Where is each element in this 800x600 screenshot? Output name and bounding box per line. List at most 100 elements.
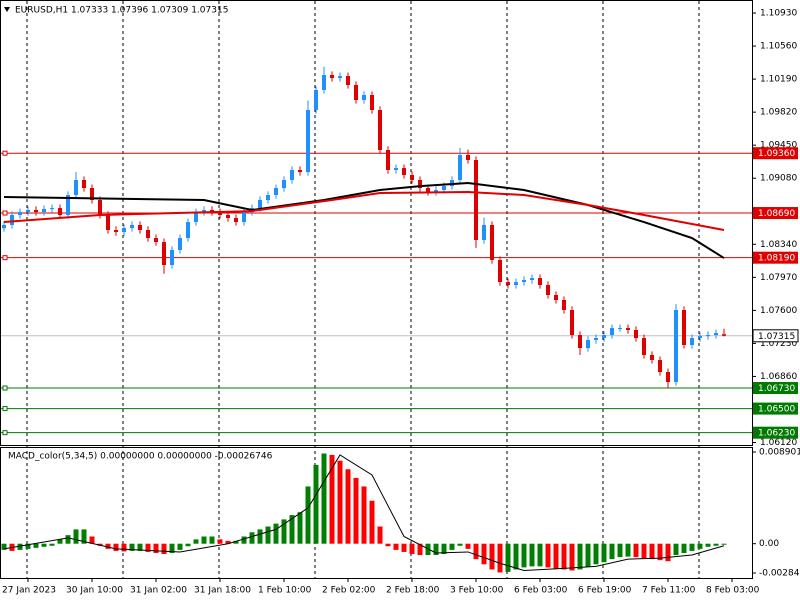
candle-body (458, 155, 462, 180)
candle-body (442, 186, 446, 190)
macd-bar (241, 536, 247, 544)
candle-body (26, 210, 30, 213)
candle-body (474, 160, 478, 240)
macd-bar (609, 543, 615, 560)
candle-body (698, 336, 702, 339)
macd-bar (33, 543, 39, 548)
macd-bar (49, 543, 55, 546)
macd-bar (521, 543, 527, 568)
level-label-box (753, 147, 798, 160)
macd-bar (153, 543, 159, 553)
macd-bar (177, 543, 183, 550)
macd-bar (361, 486, 367, 544)
candle-body (282, 180, 286, 189)
macd-bar (697, 543, 703, 549)
macd-bar (249, 532, 255, 544)
candle-body (682, 310, 686, 345)
macd-bar (193, 539, 199, 544)
candle-body (154, 238, 158, 243)
macd-bar (657, 543, 663, 561)
macd-bar (17, 543, 23, 550)
level-label: 1.08190 (758, 254, 795, 264)
level-label: 1.06730 (758, 384, 795, 394)
candle-body (690, 338, 694, 345)
macd-bar (409, 543, 415, 555)
candle-body (402, 168, 406, 175)
candle-body (170, 250, 174, 265)
macd-bar (145, 543, 151, 552)
candle-body (322, 75, 326, 90)
candle-body (546, 285, 550, 295)
candle-body (10, 215, 14, 225)
signal-line (3, 454, 725, 571)
x-tick-label: 2 Feb 02:00 (322, 586, 376, 596)
candle-body (602, 335, 606, 339)
candle-body (74, 180, 78, 195)
macd-bar (129, 543, 135, 551)
candle-body (666, 372, 670, 383)
current-price-box (752, 329, 799, 343)
candle-body (34, 210, 38, 213)
candle-body (178, 238, 182, 250)
candle-body (394, 168, 398, 170)
price-frame (0, 0, 753, 446)
price-title: EURUSD,H1 1.07333 1.07396 1.07309 1.0731… (15, 6, 228, 16)
collapse-icon[interactable] (4, 7, 10, 12)
candle-body (530, 278, 534, 280)
macd-bar (257, 529, 263, 544)
candle-body (610, 328, 614, 335)
candle-body (114, 230, 118, 233)
macd-bar (601, 543, 607, 563)
candle-body (498, 260, 502, 283)
y-tick-label: 1.06860 (760, 372, 797, 382)
candle-body (66, 195, 70, 215)
macd-bar (25, 543, 31, 549)
macd-bar (505, 543, 511, 572)
macd-bar (593, 543, 599, 565)
macd-bar (393, 543, 399, 550)
y-tick-label: 1.07230 (760, 339, 797, 349)
macd-bar (673, 543, 679, 556)
y-tick-label: 1.10930 (760, 9, 797, 19)
x-tick-label: 30 Jan 10:00 (66, 586, 123, 596)
x-tick-label: 7 Feb 11:00 (642, 586, 696, 596)
candle-body (194, 212, 198, 223)
macd-bar (497, 543, 503, 573)
candle-body (450, 180, 454, 187)
macd-bar (553, 543, 559, 569)
moving-average (3, 182, 725, 259)
x-tick-label: 31 Jan 18:00 (194, 586, 251, 596)
macd-bar (417, 543, 423, 556)
candle-body (82, 180, 86, 189)
macd-bar (113, 543, 119, 551)
macd-bar (681, 543, 687, 553)
macd-bar (641, 543, 647, 559)
candle-body (362, 95, 366, 100)
candle-body (354, 85, 358, 100)
candle-body (42, 209, 46, 213)
x-tick-label: 8 Feb 03:00 (706, 586, 760, 596)
macd-bar (713, 543, 719, 546)
macd-bar (561, 543, 567, 570)
macd-bar (625, 543, 631, 557)
candle-body (410, 175, 414, 180)
candle-body (314, 90, 318, 110)
candle-body (674, 310, 678, 383)
candle-body (714, 333, 718, 335)
macd-bar (665, 543, 671, 562)
candle-body (306, 110, 310, 173)
level-handle (2, 210, 8, 216)
macd-bar (721, 543, 727, 545)
candle-body (266, 195, 270, 200)
macd-bar (569, 543, 575, 571)
macd-bar (161, 543, 167, 555)
candle-body (210, 210, 214, 213)
y-tick-label: 1.09080 (760, 174, 797, 184)
candle-body (234, 218, 238, 223)
macd-bar (377, 526, 383, 544)
candle-body (274, 188, 278, 195)
macd-bar (281, 519, 287, 544)
candle-body (338, 76, 342, 79)
level-label: 1.08690 (758, 209, 795, 219)
